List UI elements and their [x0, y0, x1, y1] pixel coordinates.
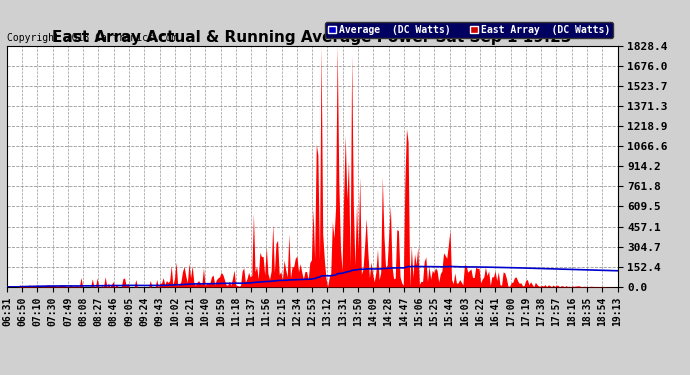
Legend: Average  (DC Watts), East Array  (DC Watts): Average (DC Watts), East Array (DC Watts… [325, 22, 613, 38]
Title: East Array Actual & Running Average Power Sat Sep 1 19:23: East Array Actual & Running Average Powe… [52, 30, 572, 45]
Text: Copyright 2018 Cartronics.com: Copyright 2018 Cartronics.com [7, 33, 177, 44]
